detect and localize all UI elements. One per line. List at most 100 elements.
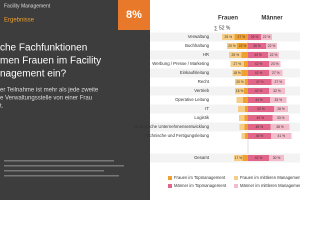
legend-swatch: [234, 176, 238, 180]
annotation: ∑ 52 %: [214, 25, 231, 31]
value-label: 42 %: [255, 62, 263, 66]
slide: 8% Facility Management Ergebnisse che Fa…: [0, 0, 300, 200]
value-label: 17 %: [234, 156, 242, 160]
heading-line: men Frauen im Facility: [0, 56, 101, 67]
value-label: 18 %: [236, 89, 244, 93]
category-label: Buchhaltung: [185, 43, 210, 48]
bar-segment: [274, 106, 288, 112]
bar-segment: [269, 88, 285, 94]
value-label: 28 %: [277, 107, 285, 111]
bar-segment: [222, 34, 235, 40]
value-label: 32 %: [273, 89, 281, 93]
bar-segment: [245, 133, 248, 139]
row-band: [150, 122, 300, 132]
value-label: 33 %: [274, 98, 282, 102]
page: 8% Facility Management Ergebnisse che Fa…: [0, 0, 300, 200]
bar-segment: [248, 155, 269, 161]
bar-segment: [248, 61, 269, 67]
value-label: 20 %: [236, 80, 244, 84]
value-label: 27 %: [274, 80, 282, 84]
bar-segment: [236, 97, 243, 103]
bar-segment: [244, 88, 248, 94]
value-label: 42 %: [255, 89, 263, 93]
legend-swatch: [168, 176, 172, 180]
bar-segment: [227, 43, 237, 49]
bar-segment: [232, 70, 242, 76]
bar-segment: [239, 124, 245, 130]
category-label: Logistik: [194, 115, 209, 120]
heading-line: nagement ein?: [0, 69, 67, 80]
bar-segment: [248, 97, 270, 103]
bar-segment: [237, 43, 248, 49]
body-line: er Teilnahme ist mehr als jede zweite: [0, 88, 99, 94]
value-label: 27 %: [237, 35, 245, 39]
row-band: [150, 104, 300, 114]
bar-segment: [241, 70, 248, 76]
bar-segment: [270, 124, 290, 130]
footnote-line: [4, 165, 124, 167]
value-label: 30 %: [273, 156, 281, 160]
bar-segment: [272, 115, 289, 121]
value-label: 42 %: [255, 71, 263, 75]
value-label: 46 %: [256, 134, 264, 138]
bar-segment: [261, 34, 272, 40]
bar-segment: [248, 124, 271, 130]
badge: [118, 0, 150, 30]
bar-segment: [270, 97, 287, 103]
value-label: 26 %: [251, 35, 259, 39]
value-label: 36 %: [253, 44, 261, 48]
bar-segment: [234, 34, 248, 40]
bar-segment: [244, 61, 248, 67]
bar-segment: [248, 106, 274, 112]
bar-segment: [269, 70, 283, 76]
bar-segment: [271, 79, 285, 85]
value-label: 22 %: [270, 53, 278, 57]
row-band: [150, 153, 300, 163]
legend-swatch: [234, 184, 238, 188]
value-label: 22 %: [239, 44, 247, 48]
value-label: 22 %: [263, 35, 271, 39]
bar-segment: [229, 52, 242, 58]
value-label: 33 %: [277, 116, 285, 120]
group-label: Männer: [261, 16, 283, 22]
subtitle: Ergebnisse: [4, 18, 35, 24]
value-label: 38 %: [276, 125, 284, 129]
bar-segment: [244, 124, 248, 130]
row-band: [150, 86, 300, 96]
heading-line: che Fachfunktionen: [0, 43, 87, 54]
bar-segment: [241, 52, 248, 58]
bar-segment: [269, 155, 284, 161]
category-label: IT: [205, 106, 209, 111]
section: Facility Management: [4, 3, 51, 9]
value-label: 40 %: [254, 53, 262, 57]
value-label: 49 %: [256, 116, 264, 120]
bar-segment: [248, 34, 261, 40]
value-label: 25 %: [231, 53, 239, 57]
bar-segment: [245, 106, 248, 112]
category-label: Vertrieb: [194, 88, 209, 93]
legend-swatch: [168, 184, 172, 188]
footnote-line: [4, 170, 104, 172]
value-label: 22 %: [268, 44, 276, 48]
bar-segment: [248, 70, 269, 76]
bar-segment: [238, 106, 245, 112]
bar-segment: [266, 43, 277, 49]
category-label: Technische und Fertigungsleitung: [145, 133, 210, 138]
category-label: Recht: [198, 79, 210, 84]
bar-segment: [242, 155, 248, 161]
footnote-line: [4, 175, 119, 177]
bar-segment: [268, 52, 279, 58]
value-label: 23 %: [271, 62, 279, 66]
category-label: Verwaltung: [188, 34, 210, 39]
bar-segment: [271, 133, 292, 139]
bar-segment: [248, 43, 266, 49]
bar-segment: [248, 133, 271, 139]
value-label: 44 %: [255, 98, 263, 102]
bar-segment: [239, 115, 245, 121]
row-band: [150, 50, 300, 60]
row-band: [150, 68, 300, 78]
legend-label: Männer im Topmanagement: [174, 183, 227, 188]
bar-segment: [235, 79, 245, 85]
category-label: Gesamt: [194, 155, 210, 160]
bar-segment: [248, 52, 268, 58]
